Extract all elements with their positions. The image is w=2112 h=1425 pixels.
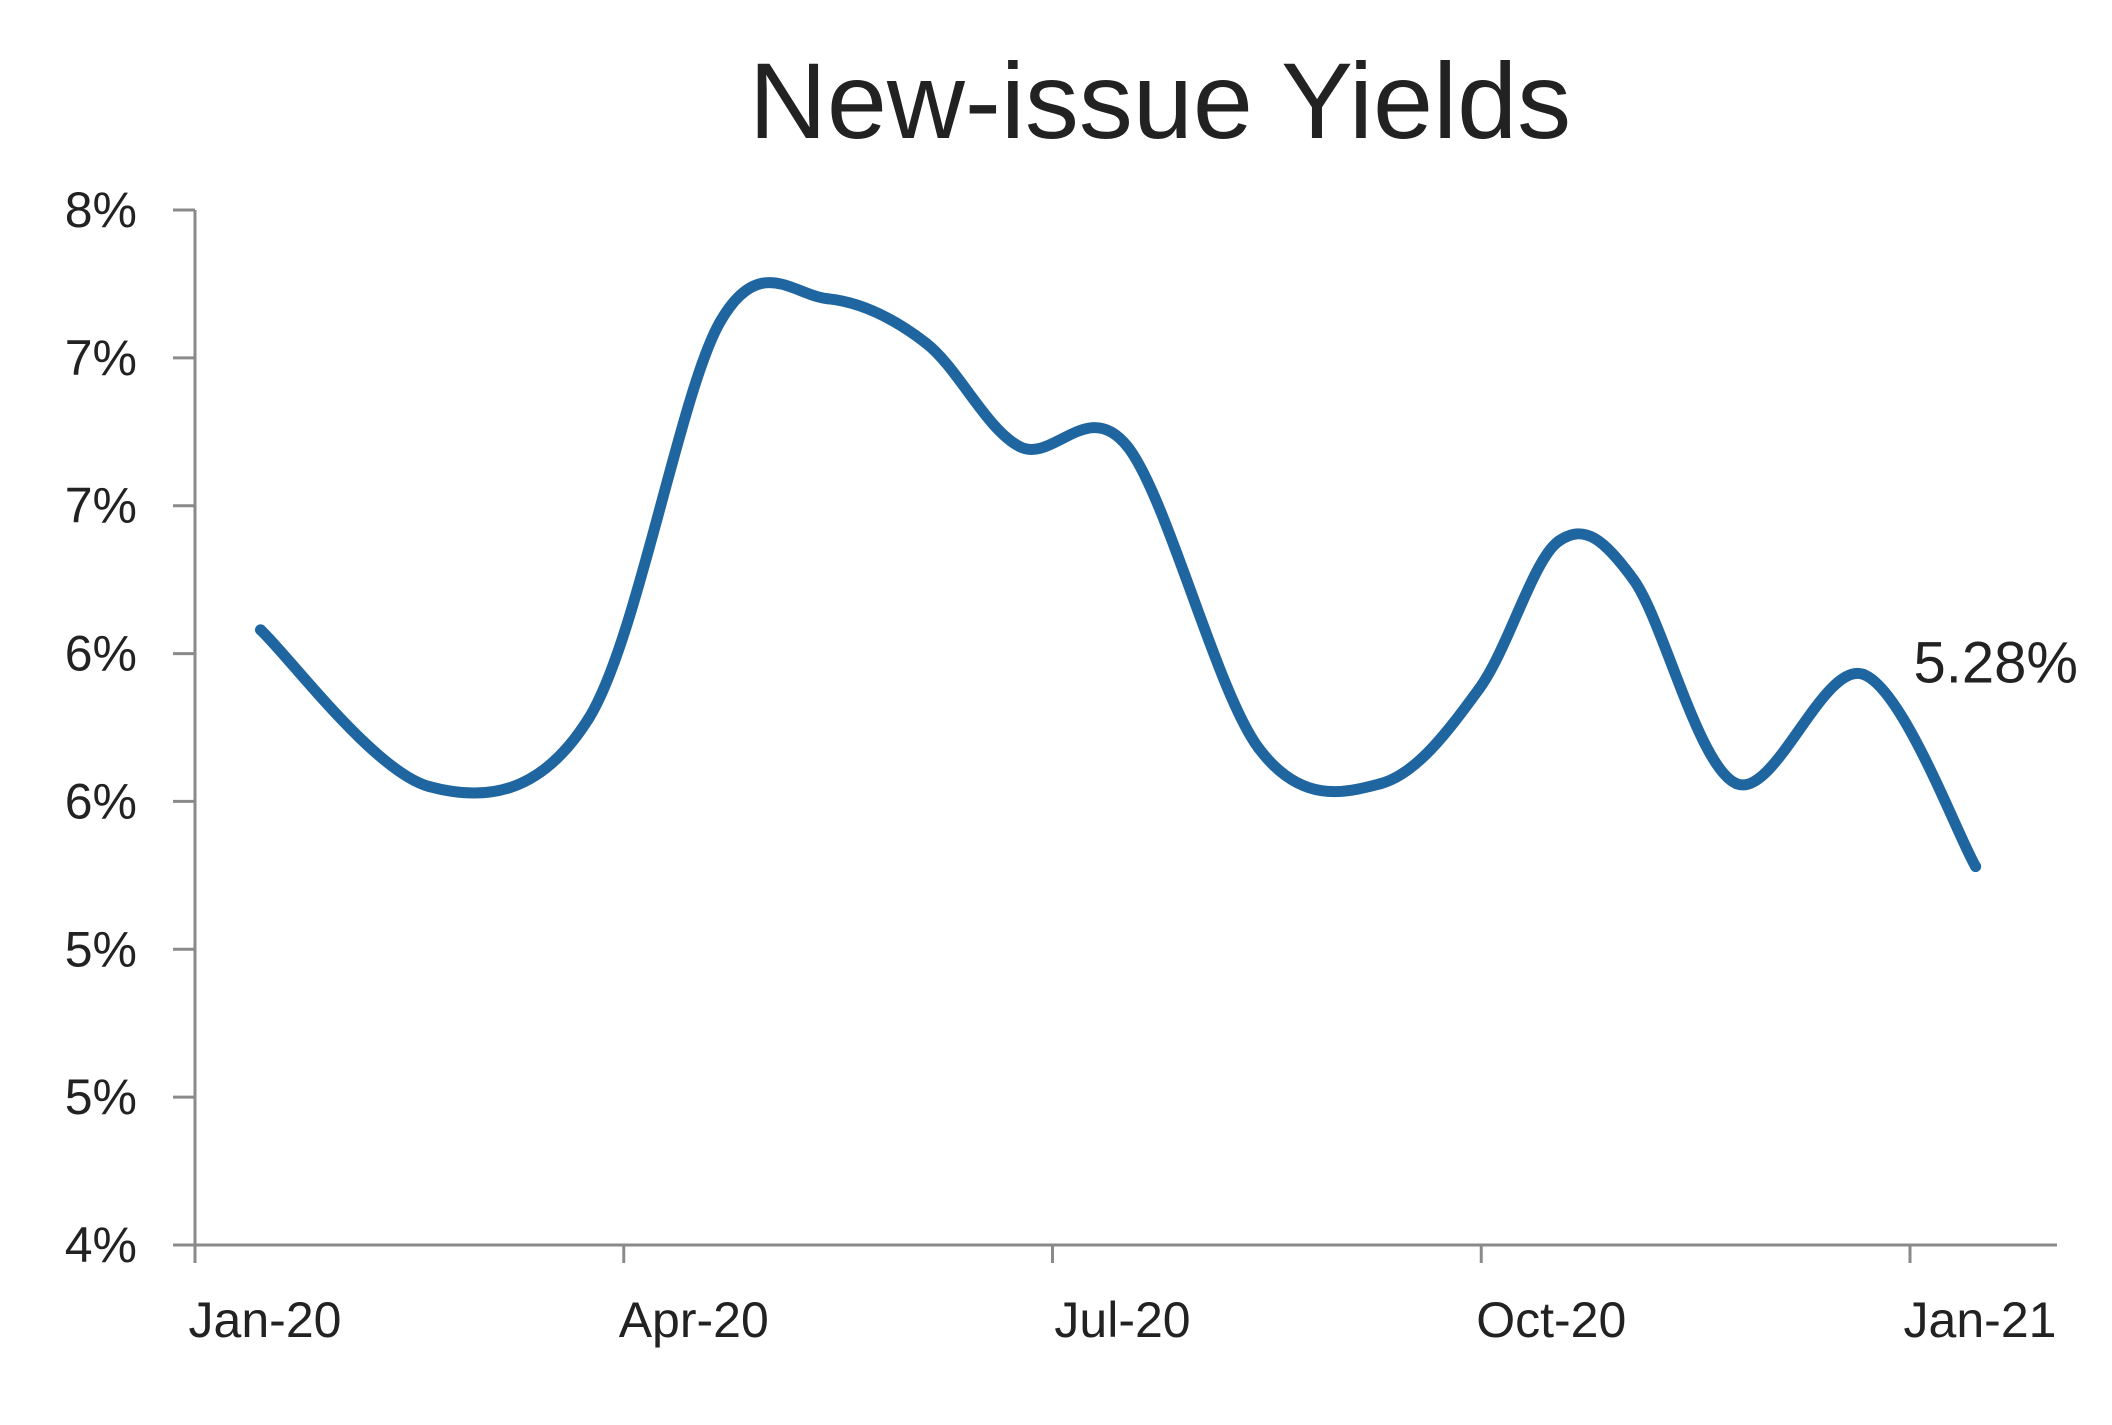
- annotation-layer: 5.28%: [1914, 630, 2078, 695]
- data-point: [1628, 574, 1640, 586]
- series-line: [255, 277, 1982, 872]
- x-tick-label: Jan-21: [1904, 1292, 2057, 1348]
- x-axis-ticks: Jan-20 Apr-20 Jul-20 Oct-20 Jan-21: [189, 1245, 2057, 1348]
- y-tick-label: 5%: [65, 921, 137, 977]
- x-tick-label: Apr-20: [619, 1292, 769, 1348]
- data-point: [1857, 668, 1869, 680]
- y-tick-label: 6%: [65, 773, 137, 829]
- y-tick-label: 4%: [65, 1217, 137, 1273]
- data-point: [822, 293, 834, 305]
- data-point: [1473, 683, 1485, 695]
- data-point: [1014, 441, 1026, 453]
- data-point: [1731, 778, 1743, 790]
- y-tick-label: 8%: [65, 182, 137, 238]
- y-axis-ticks: 8% 7% 7% 6% 6% 5% 5% 4%: [65, 182, 195, 1273]
- data-point: [255, 624, 267, 636]
- data-point: [1121, 441, 1133, 453]
- data-point: [1375, 778, 1387, 790]
- data-point: [920, 337, 932, 349]
- chart-title: New-issue Yields: [749, 40, 1571, 161]
- data-point: [1253, 742, 1265, 754]
- y-tick-label: 7%: [65, 330, 137, 386]
- data-point: [714, 316, 726, 328]
- y-tick-label: 7%: [65, 478, 137, 534]
- end-value-label: 5.28%: [1914, 630, 2078, 695]
- x-tick-label: Jul-20: [1054, 1292, 1190, 1348]
- data-point: [423, 781, 435, 793]
- y-tick-label: 6%: [65, 626, 137, 682]
- data-point: [1553, 535, 1565, 547]
- x-tick-label: Oct-20: [1476, 1292, 1626, 1348]
- y-tick-label: 5%: [65, 1069, 137, 1125]
- data-point: [583, 713, 595, 725]
- series-layer: [255, 277, 1982, 872]
- data-point: [1970, 860, 1982, 872]
- x-tick-label: Jan-20: [189, 1292, 342, 1348]
